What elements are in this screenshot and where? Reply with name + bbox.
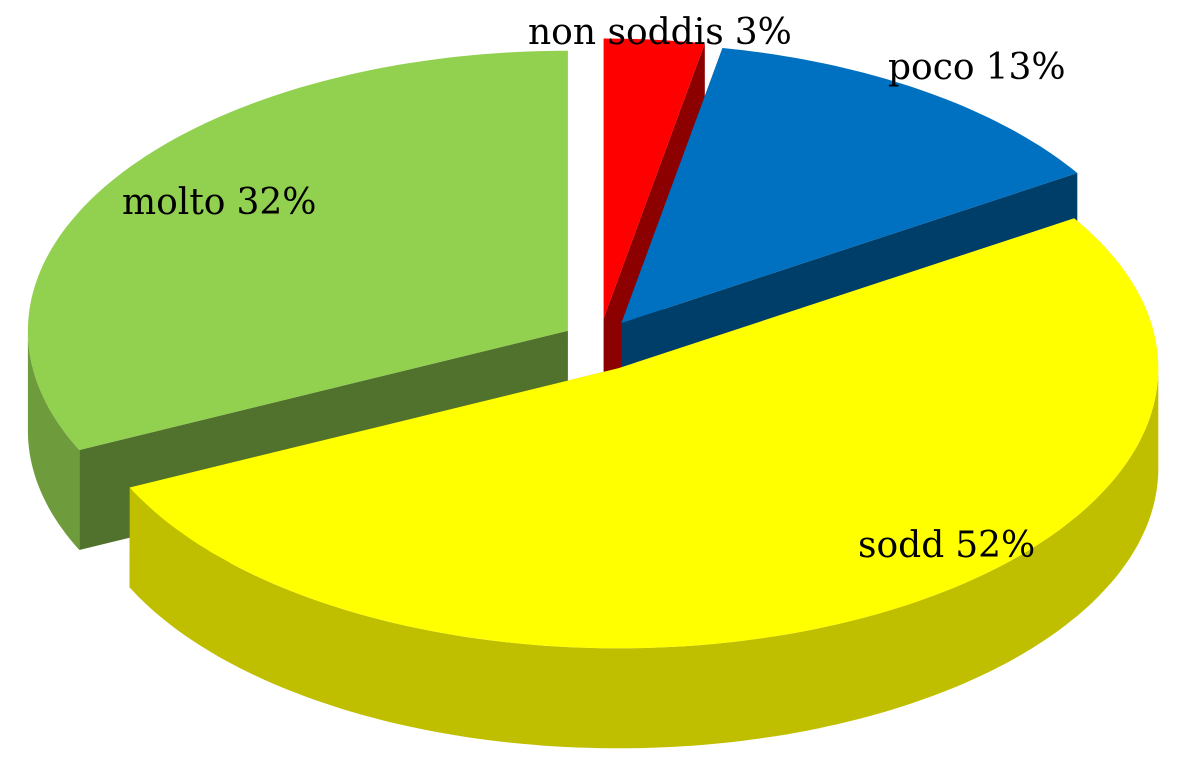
category-label: poco bbox=[888, 47, 975, 88]
data-label: molto 32% bbox=[122, 182, 316, 223]
slice bbox=[129, 218, 1159, 649]
category-label: molto bbox=[122, 182, 225, 223]
slice-wall bbox=[27, 330, 80, 550]
value-label: 3% bbox=[735, 12, 792, 53]
value-label: 52% bbox=[955, 525, 1035, 566]
slice bbox=[621, 48, 1078, 323]
data-label: poco 13% bbox=[888, 47, 1066, 88]
slice-wall bbox=[129, 368, 1159, 749]
slice bbox=[27, 50, 568, 450]
category-label: sodd bbox=[858, 525, 944, 566]
data-label: sodd 52% bbox=[858, 525, 1035, 566]
value-label: 13% bbox=[986, 47, 1066, 88]
value-label: 32% bbox=[236, 182, 316, 223]
data-label: non soddis 3% bbox=[528, 12, 792, 53]
slice bbox=[603, 38, 705, 319]
category-label: non soddis bbox=[528, 12, 724, 53]
